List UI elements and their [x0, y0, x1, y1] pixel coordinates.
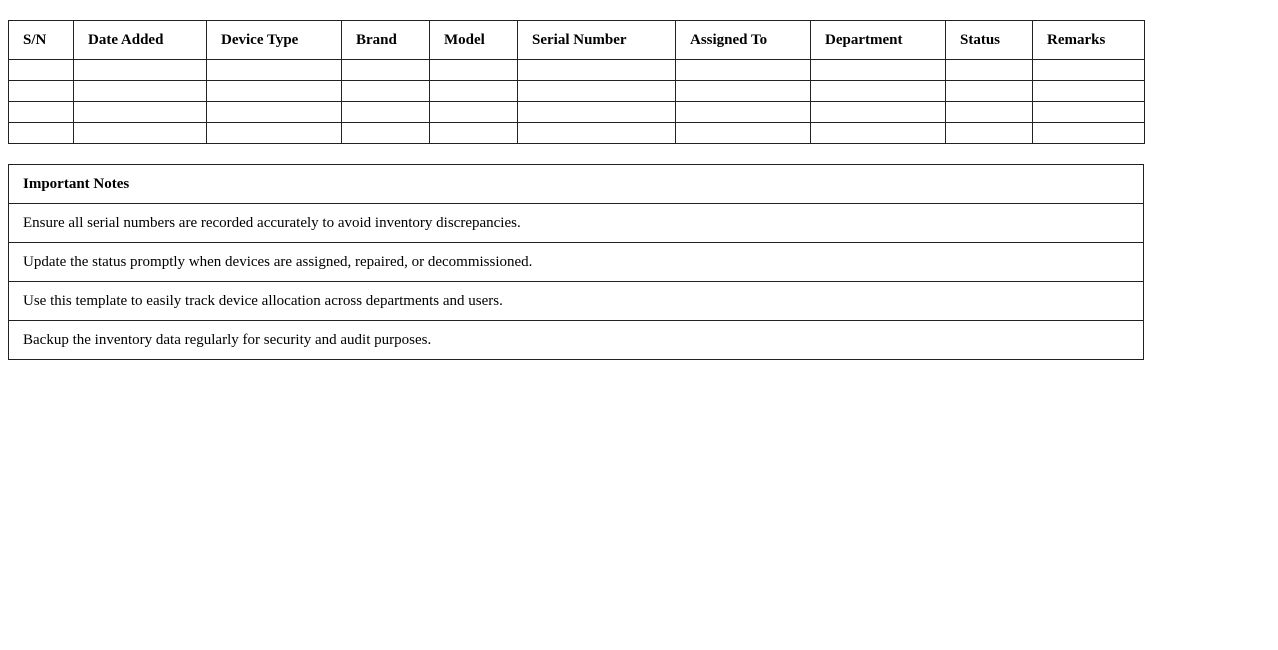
table-cell[interactable]: [1032, 101, 1145, 123]
table-cell[interactable]: [945, 80, 1033, 102]
table-cell[interactable]: [1032, 80, 1145, 102]
table-cell[interactable]: [810, 122, 946, 144]
table-cell[interactable]: [8, 101, 74, 123]
table-cell[interactable]: [341, 122, 430, 144]
table-row: [8, 101, 1145, 123]
table-cell[interactable]: [517, 101, 676, 123]
table-cell[interactable]: [429, 101, 518, 123]
table-cell[interactable]: [945, 122, 1033, 144]
table-row: [8, 59, 1145, 81]
table-row: [8, 80, 1145, 102]
note-row: Update the status promptly when devices …: [8, 242, 1144, 282]
notes-table: Important Notes Ensure all serial number…: [8, 164, 1144, 360]
table-cell[interactable]: [810, 59, 946, 81]
table-cell[interactable]: [517, 122, 676, 144]
table-cell[interactable]: [206, 122, 342, 144]
table-cell[interactable]: [8, 80, 74, 102]
table-cell[interactable]: [517, 59, 676, 81]
table-cell[interactable]: [206, 59, 342, 81]
table-cell[interactable]: [206, 80, 342, 102]
table-cell[interactable]: [341, 59, 430, 81]
table-cell[interactable]: [675, 80, 811, 102]
table-cell[interactable]: [73, 80, 207, 102]
table-cell[interactable]: [73, 59, 207, 81]
table-cell[interactable]: [429, 59, 518, 81]
header-assigned-to: Assigned To: [675, 20, 811, 60]
note-row: Ensure all serial numbers are recorded a…: [8, 203, 1144, 243]
table-row: [8, 122, 1145, 144]
table-cell[interactable]: [8, 122, 74, 144]
table-cell[interactable]: [1032, 59, 1145, 81]
header-remarks: Remarks: [1032, 20, 1145, 60]
table-cell[interactable]: [8, 59, 74, 81]
header-brand: Brand: [341, 20, 430, 60]
table-cell[interactable]: [73, 122, 207, 144]
table-cell[interactable]: [810, 101, 946, 123]
table-cell[interactable]: [675, 59, 811, 81]
table-cell[interactable]: [73, 101, 207, 123]
notes-title: Important Notes: [8, 164, 1144, 204]
header-serial-number: Serial Number: [517, 20, 676, 60]
table-cell[interactable]: [1032, 122, 1145, 144]
note-item: Backup the inventory data regularly for …: [8, 320, 1144, 360]
note-row: Backup the inventory data regularly for …: [8, 320, 1144, 360]
table-cell[interactable]: [429, 122, 518, 144]
note-item: Ensure all serial numbers are recorded a…: [8, 203, 1144, 243]
header-sn: S/N: [8, 20, 74, 60]
table-cell[interactable]: [517, 80, 676, 102]
header-department: Department: [810, 20, 946, 60]
table-cell[interactable]: [945, 59, 1033, 81]
header-status: Status: [945, 20, 1033, 60]
header-row: S/N Date Added Device Type Brand Model S…: [8, 20, 1145, 60]
header-device-type: Device Type: [206, 20, 342, 60]
note-item: Update the status promptly when devices …: [8, 242, 1144, 282]
header-date-added: Date Added: [73, 20, 207, 60]
table-cell[interactable]: [341, 80, 430, 102]
table-cell[interactable]: [341, 101, 430, 123]
table-cell[interactable]: [945, 101, 1033, 123]
inventory-table: S/N Date Added Device Type Brand Model S…: [8, 20, 1145, 144]
table-cell[interactable]: [810, 80, 946, 102]
table-cell[interactable]: [206, 101, 342, 123]
notes-title-row: Important Notes: [8, 164, 1144, 204]
table-cell[interactable]: [675, 101, 811, 123]
note-row: Use this template to easily track device…: [8, 281, 1144, 321]
table-cell[interactable]: [429, 80, 518, 102]
table-cell[interactable]: [675, 122, 811, 144]
header-model: Model: [429, 20, 518, 60]
note-item: Use this template to easily track device…: [8, 281, 1144, 321]
